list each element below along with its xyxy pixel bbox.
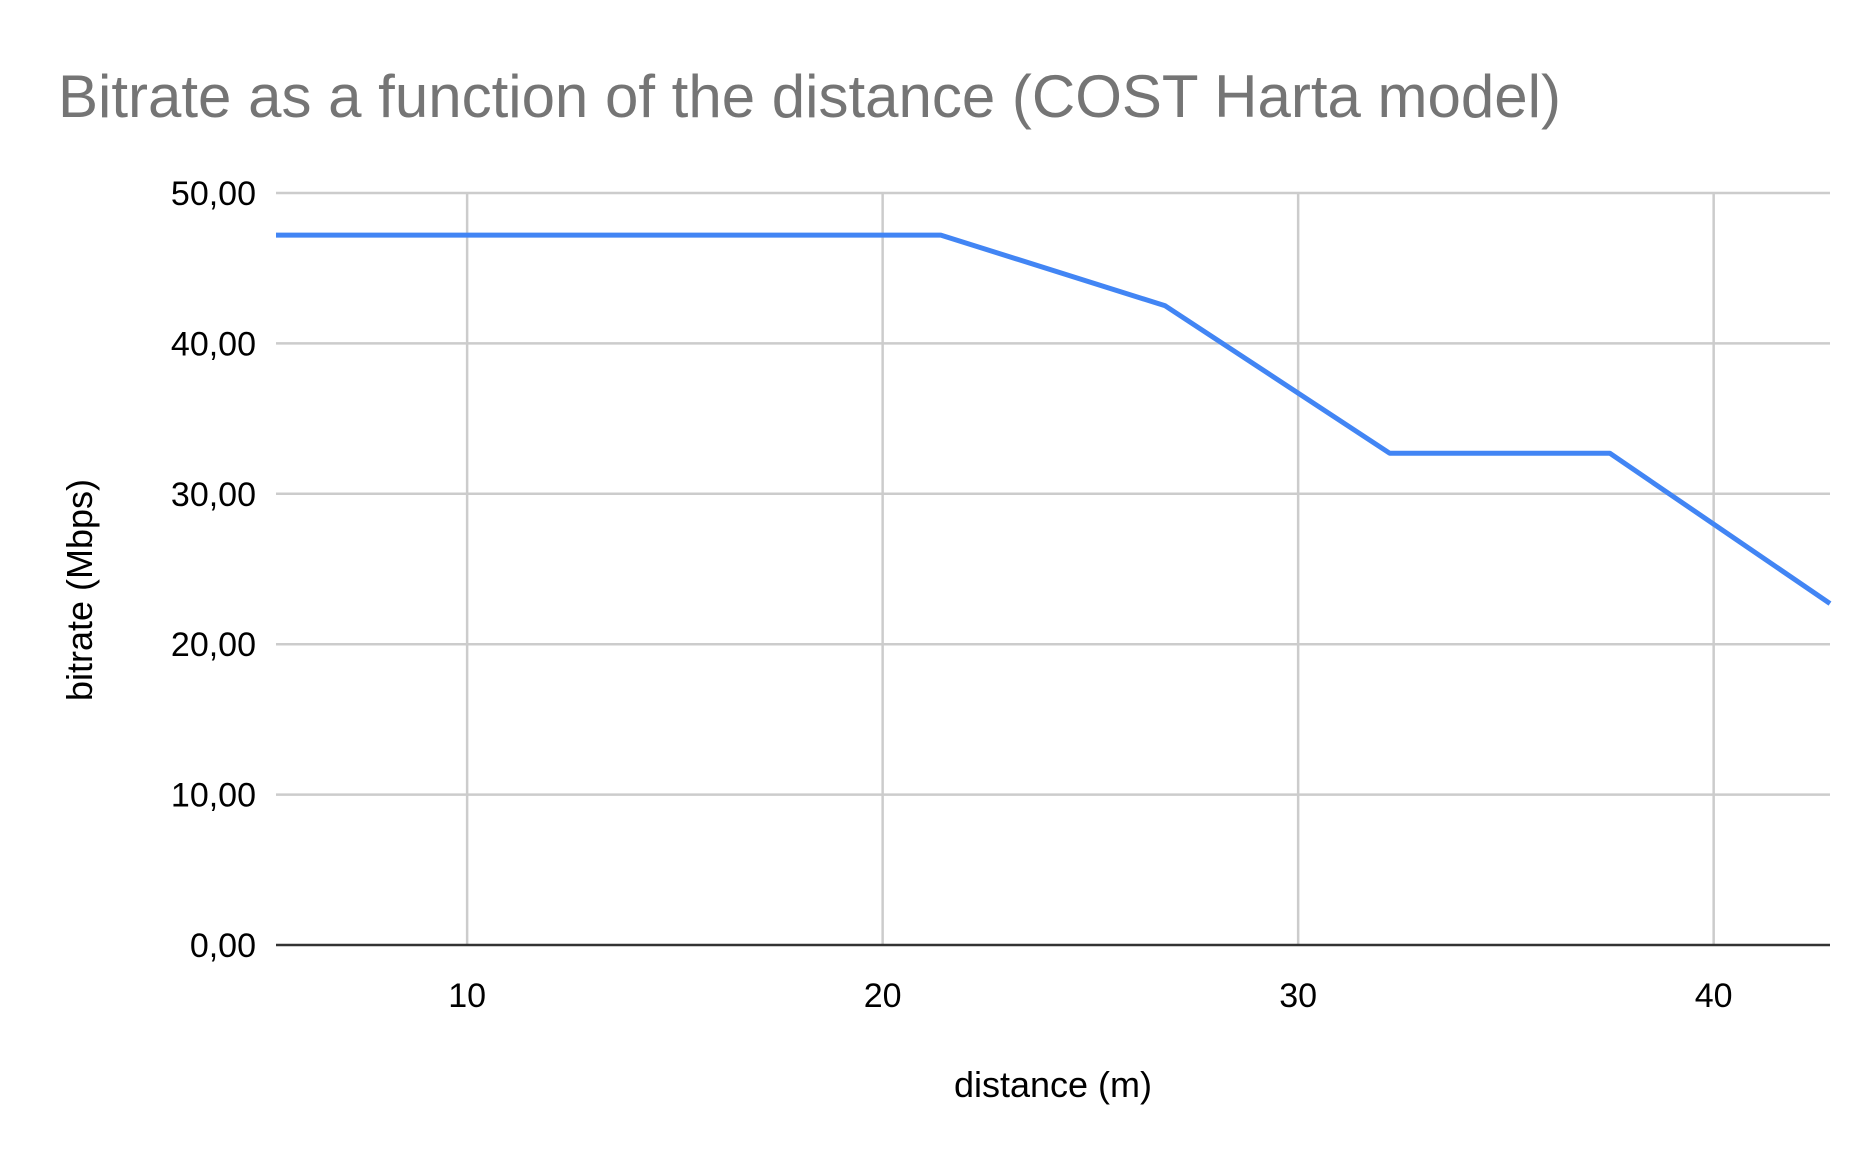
chart-title: Bitrate as a function of the distance (C… [58, 63, 1561, 130]
x-tick-label: 20 [864, 977, 902, 1015]
series-line [276, 232, 1832, 606]
y-axis-ticks: 0,00 10,00 20,00 30,00 40,00 50,00 [171, 175, 256, 965]
y-tick-label: 0,00 [190, 927, 256, 965]
x-tick-label: 30 [1279, 977, 1317, 1015]
x-tick-label: 40 [1695, 977, 1733, 1015]
y-tick-label: 20,00 [171, 626, 256, 664]
x-axis-ticks: 10 20 30 40 [448, 977, 1732, 1015]
x-axis-label: distance (m) [954, 1064, 1152, 1105]
y-tick-label: 40,00 [171, 325, 256, 363]
y-tick-label: 10,00 [171, 777, 256, 815]
grid [276, 191, 1830, 947]
y-axis-label: bitrate (Mbps) [59, 479, 100, 701]
series-group [276, 232, 1832, 606]
x-tick-label: 10 [448, 977, 486, 1015]
y-tick-label: 50,00 [171, 175, 256, 213]
y-tick-label: 30,00 [171, 476, 256, 514]
